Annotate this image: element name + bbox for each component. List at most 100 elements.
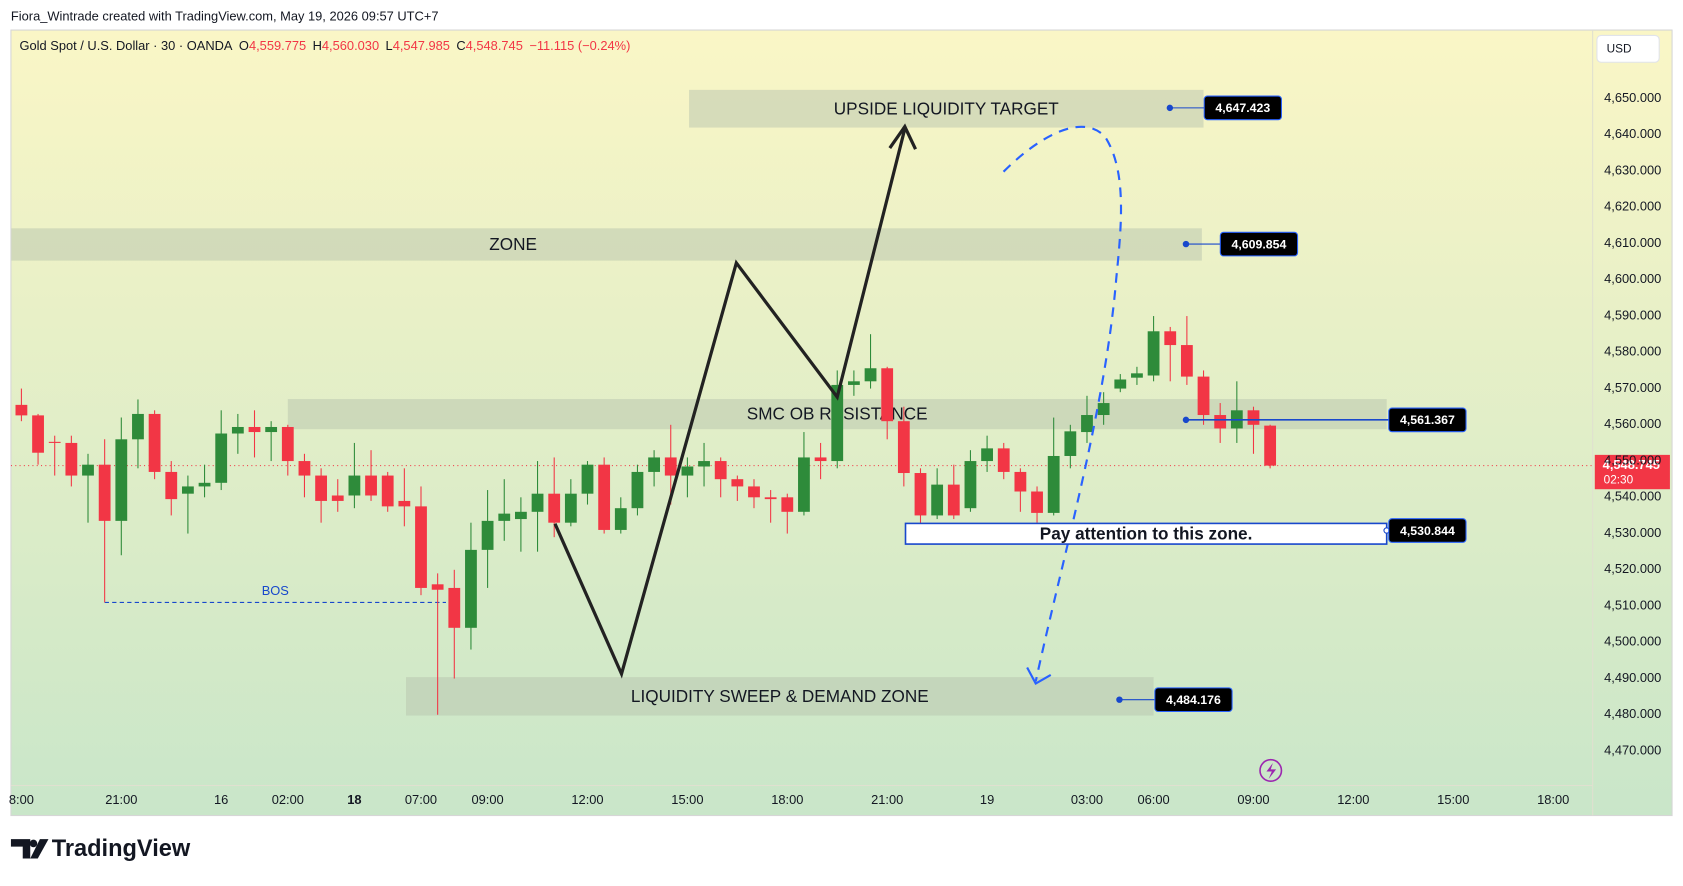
candle-body xyxy=(847,381,860,385)
x-tick-label: 18:00 xyxy=(1537,792,1569,807)
candle-body xyxy=(631,471,644,509)
candle-body xyxy=(281,426,294,462)
alert-icon[interactable] xyxy=(1259,758,1283,783)
candle-body xyxy=(1197,376,1210,416)
ohlc-value: 4,547.985 xyxy=(393,39,450,54)
candle-body xyxy=(1147,331,1160,376)
candle-body xyxy=(398,500,411,507)
ohlc-key: O xyxy=(239,39,249,54)
candle-body xyxy=(1214,415,1227,429)
zone-label: UPSIDE LIQUIDITY TARGET xyxy=(834,98,1060,118)
candle-body xyxy=(964,461,977,509)
ohlc-key: L xyxy=(386,39,393,54)
candle-body xyxy=(98,464,111,521)
change: −11.115 (−0.24%) xyxy=(529,39,630,54)
candle-body xyxy=(1114,379,1127,389)
candle-body xyxy=(1081,415,1093,433)
y-tick-label: 4,630.000 xyxy=(1604,162,1661,177)
candle-body xyxy=(947,484,960,516)
x-tick-label: 18:00 xyxy=(771,792,803,807)
candle-body xyxy=(1180,345,1193,377)
x-tick-label: 12:00 xyxy=(1337,792,1369,807)
candle-body xyxy=(1031,491,1043,513)
candle-body xyxy=(564,493,577,523)
candle-body xyxy=(331,495,344,501)
y-tick-label: 4,530.000 xyxy=(1604,525,1661,540)
candle-body xyxy=(465,549,477,628)
y-tick-label: 4,640.000 xyxy=(1604,126,1661,141)
candle-body xyxy=(1047,455,1060,513)
zone-label: LIQUIDITY SWEEP & DEMAND ZONE xyxy=(631,686,929,706)
x-tick-label: 21:00 xyxy=(105,792,137,807)
candle-body xyxy=(748,486,760,498)
candle-body xyxy=(781,497,794,512)
candle-body xyxy=(1247,410,1260,425)
y-tick-label: 4,570.000 xyxy=(1604,380,1661,395)
candle-body xyxy=(731,479,744,487)
y-tick-label: 4,620.000 xyxy=(1604,199,1661,214)
candle-body xyxy=(132,413,144,440)
candle-body xyxy=(897,421,910,474)
y-tick-label: 4,480.000 xyxy=(1604,706,1661,721)
zigzag-projection xyxy=(553,128,907,679)
candle-body xyxy=(548,493,561,523)
candles-layer xyxy=(15,316,1277,715)
candle-body xyxy=(65,442,78,476)
x-tick-label: 8:00 xyxy=(9,792,34,807)
x-tick-label: 09:00 xyxy=(1237,792,1269,807)
candle-body xyxy=(231,426,244,434)
zone xyxy=(11,228,1202,261)
countdown-label: 02:30 xyxy=(1604,473,1634,487)
ohlc-value: 4,548.745 xyxy=(466,39,523,54)
candle-body xyxy=(1264,425,1277,466)
candle-body xyxy=(531,493,544,512)
last-price-label: 4,548.745 xyxy=(1603,457,1660,472)
zone xyxy=(689,89,1204,128)
x-tick-label: 21:00 xyxy=(871,792,903,807)
zone-label: ZONE xyxy=(489,234,537,254)
bos-label: BOS xyxy=(262,583,289,598)
candle-body xyxy=(997,448,1010,472)
last-price-tag xyxy=(1594,454,1670,490)
price-tag-label: 4,561.367 xyxy=(1400,413,1455,427)
candle-body xyxy=(798,457,810,512)
candle-body xyxy=(82,464,94,476)
y-tick-label: 4,650.000 xyxy=(1604,90,1661,105)
candle-body xyxy=(448,587,461,628)
arrow-head xyxy=(888,123,917,150)
y-tick-label: 4,600.000 xyxy=(1604,271,1661,286)
currency-label[interactable]: USD xyxy=(1607,41,1632,55)
candle-body xyxy=(15,404,28,416)
candle-body xyxy=(598,464,611,530)
y-tick-label: 4,510.000 xyxy=(1604,597,1661,612)
candle-body xyxy=(648,457,660,472)
candle-body xyxy=(498,513,511,521)
candle-body xyxy=(864,368,877,382)
candle-body xyxy=(415,506,427,588)
candle-body xyxy=(381,475,394,507)
y-tick-label: 4,560.000 xyxy=(1604,416,1661,431)
candle-body xyxy=(48,441,61,443)
y-tick-label: 4,540.000 xyxy=(1604,489,1661,504)
candle-body xyxy=(198,482,211,487)
y-tick-label: 4,590.000 xyxy=(1604,307,1661,322)
candle-body xyxy=(698,461,710,467)
zone-label: Pay attention to this zone. xyxy=(1040,523,1253,543)
price-tag xyxy=(1154,687,1233,713)
overlay-layer: 4,647.423 4,609.854 4,561.367 Pay attention… xyxy=(904,95,1670,713)
price-tag xyxy=(1203,95,1282,121)
x-tick-label: 06:00 xyxy=(1137,792,1169,807)
tag-anchor xyxy=(1116,696,1123,703)
currency-button[interactable] xyxy=(1596,34,1660,63)
brand-name: TradingView xyxy=(52,836,191,862)
candle-body xyxy=(115,439,128,521)
x-tick-label: 02:00 xyxy=(272,792,304,807)
x-tick-label: 18 xyxy=(347,792,361,807)
candle-body xyxy=(365,475,377,496)
candle-body xyxy=(1014,471,1027,492)
y-tick-label: 4,500.000 xyxy=(1604,634,1661,649)
candle-body xyxy=(431,584,444,590)
candle-body xyxy=(481,520,494,550)
